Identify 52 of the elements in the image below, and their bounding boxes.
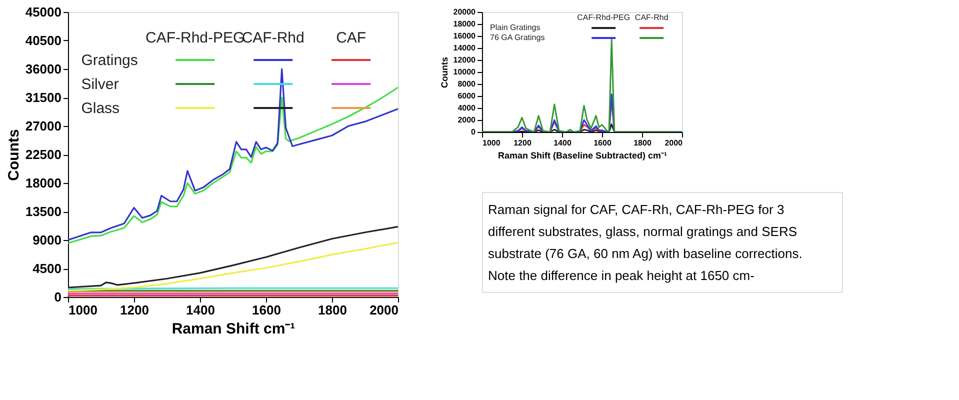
y-tick-label: 14000	[453, 44, 476, 52]
x-tick-label: 1200	[120, 302, 149, 318]
y-tick-label: 0	[54, 290, 62, 304]
x-tick-label: 1800	[318, 302, 347, 318]
y-tick-label: 2000	[458, 116, 476, 124]
y-axis-title: Counts	[5, 129, 22, 181]
annotation: Gratings	[81, 52, 138, 69]
y-tick-label: 40500	[25, 33, 62, 48]
text: Note the difference in peak height at 1650 cm-	[488, 268, 754, 283]
x-axis-title: Raman Shift (Baseline Subtracted) cm⁻¹	[498, 150, 668, 160]
x-tick-label: 1200	[514, 138, 532, 148]
x-tick-label: 1600	[252, 302, 281, 318]
x-tick-label: 2000	[664, 138, 684, 148]
y-tick-label: 9000	[32, 232, 62, 248]
y-axis-title: Counts	[439, 57, 450, 88]
annotation: Plain Gratings	[490, 23, 540, 32]
annotation: CAF-Rhd-PEG	[577, 13, 630, 22]
y-tick-label: 18000	[25, 176, 62, 190]
x-tick-label: 1800	[634, 138, 652, 148]
y-tick-label: 27000	[25, 118, 62, 134]
y-tick-label: 45000	[25, 4, 62, 20]
y-tick-label: 18000	[453, 20, 476, 28]
text: Raman signal for CAF, CAF-Rh, CAF-Rh-PEG for 3	[488, 202, 784, 217]
y-tick-label: 22500	[25, 147, 62, 162]
y-tick-label: 4000	[458, 104, 476, 112]
y-tick-label: 10000	[453, 68, 476, 76]
x-tick-label: 1400	[186, 302, 215, 318]
annotation: Glass	[81, 100, 120, 117]
x-tick-label: 2000	[370, 302, 398, 318]
y-tick-label: 8000	[458, 80, 476, 88]
y-tick-label: 20000	[453, 8, 476, 16]
y-tick-label: 0	[471, 128, 476, 136]
y-tick-label: 6000	[458, 92, 476, 100]
y-tick-label: 36000	[25, 62, 62, 76]
annotation: CAF	[336, 30, 366, 47]
x-axis-title: Raman Shift cm⁻¹	[172, 320, 296, 338]
line-series	[68, 242, 398, 292]
y-tick-label: 13500	[25, 204, 62, 219]
y-tick-label: 16000	[453, 32, 476, 40]
annotation: Silver	[81, 76, 119, 93]
x-tick-label: 1000	[68, 302, 98, 318]
annotation: CAF-Rhd	[634, 13, 668, 22]
y-tick-label: 4500	[32, 261, 62, 276]
annotation: 76 GA Gratings	[490, 33, 545, 42]
y-tick-label: 31500	[25, 90, 62, 105]
text: different substrates, glass, normal gratings and SERS	[488, 224, 798, 239]
x-tick-label: 1000	[482, 138, 501, 148]
y-tick-label: 12000	[453, 56, 476, 64]
x-tick-label: 1600	[594, 138, 612, 148]
x-tick-label: 1400	[554, 138, 572, 148]
text: substrate (76 GA, 60 nm Ag) with baseline corrections.	[488, 246, 802, 261]
line-series	[68, 226, 398, 288]
